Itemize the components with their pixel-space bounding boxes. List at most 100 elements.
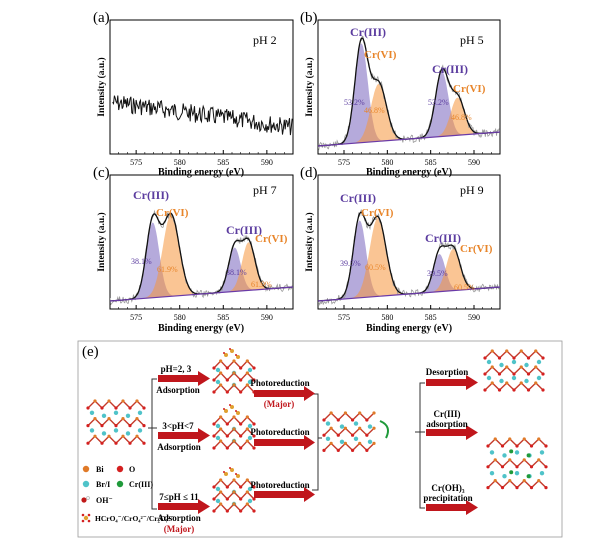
schematic-frame (77, 340, 563, 538)
panel-d-peak-4-label: Cr(VI) (460, 243, 493, 255)
atom (225, 366, 229, 370)
panel-b-frame (317, 19, 501, 155)
atom (225, 390, 229, 394)
arrow-row1-left (158, 375, 198, 382)
atom (219, 439, 223, 443)
atom (219, 478, 223, 482)
bio-layer (323, 412, 375, 421)
panel-d-xlabel: Binding energy (eV) (366, 323, 452, 334)
arrow-right-3-head (466, 500, 478, 515)
panel-c-percent-4: 61.9% (251, 280, 272, 289)
atom (365, 433, 369, 437)
panel-c-ylabel: Intensity (a.u.) (96, 212, 107, 271)
panel-d-ph: pH 9 (460, 183, 484, 197)
panel-c-frame (109, 174, 294, 310)
legend-oh-dot2 (86, 496, 90, 500)
arrow-row3-right (254, 491, 304, 498)
chromate-ion (224, 409, 228, 413)
legend-oh-dot1 (81, 497, 87, 503)
atom (219, 383, 223, 387)
atom (232, 359, 236, 363)
halide-ion (353, 421, 359, 426)
halide-ion (215, 423, 221, 429)
panel-b-peak-4-label: Cr(VI) (453, 83, 486, 95)
atom (544, 486, 548, 490)
atom (343, 426, 348, 430)
atom (232, 502, 236, 506)
green-curve-arrow (379, 420, 389, 439)
panel-d-ylabel: Intensity (a.u.) (304, 212, 315, 271)
atom (490, 349, 494, 353)
legend-oh: OH⁻ (96, 496, 113, 505)
atom (534, 349, 538, 353)
chromate-ion (230, 405, 234, 409)
crystal-structure (212, 467, 256, 513)
halide-ion (502, 474, 507, 479)
legend-o-dot (116, 465, 124, 473)
chromate-o (223, 408, 225, 410)
halide-ion (113, 428, 119, 433)
atom (500, 444, 505, 448)
atom (537, 437, 541, 441)
halide-ion (367, 439, 373, 444)
panel-a-frame (109, 19, 294, 155)
x-tick-label: 585 (425, 158, 437, 167)
atom (526, 356, 531, 360)
chromate-ion (224, 472, 228, 476)
arrow-right-3 (426, 504, 466, 511)
schematic-e: (e) (77, 340, 563, 538)
halide-ion (511, 359, 517, 365)
panel-d-percent-4: 60.5% (454, 283, 475, 292)
atom (86, 424, 90, 428)
halide-ion (539, 450, 545, 455)
atom (493, 437, 497, 441)
halide-ion (137, 428, 143, 433)
atom (336, 448, 340, 452)
row3-process: Adsorption (157, 513, 201, 523)
halide-ion (489, 471, 495, 476)
atom (358, 441, 362, 445)
atom (490, 381, 494, 385)
atom (219, 490, 223, 494)
right-cr3: Cr(III) (434, 409, 461, 419)
atom (343, 441, 348, 445)
halide-ion (499, 378, 504, 384)
legend: Bi O Br/I Cr(III) OH⁻ HCrO₄⁻/CrO₄²⁻/Cr₂O… (81, 465, 174, 523)
atom (519, 381, 523, 385)
panel-a-spectrum (112, 95, 293, 136)
panel-c-peak-3-label: Cr(III) (226, 223, 262, 237)
panel-d: (d) pH 9 575 580 585 590 Cr(III) Cr(VI) Cr(… (300, 165, 501, 334)
panel-d-peak-2-label: Cr(VI) (361, 207, 394, 219)
panel-c-peak-4-label: Cr(VI) (255, 233, 288, 245)
panel-c-ph: pH 7 (253, 183, 277, 197)
panel-b-peak-2-label: Cr(VI) (364, 49, 397, 61)
panel-d-frame (317, 174, 501, 310)
atom (212, 485, 216, 489)
atom (529, 486, 534, 490)
branch-lines (148, 378, 425, 510)
atom (526, 388, 531, 392)
atom (232, 383, 236, 387)
atom (114, 424, 118, 428)
atom (252, 509, 256, 513)
cr6-peak-1 (318, 218, 500, 301)
x-tick-label: 575 (338, 158, 350, 167)
atom (343, 411, 348, 415)
halide-ion (486, 375, 492, 381)
atom (225, 509, 229, 513)
halide-ion (367, 424, 373, 429)
row2-process: Adsorption (157, 442, 201, 452)
chromate-o (235, 354, 237, 356)
panel-d-peak-1-label: Cr(III) (340, 191, 376, 205)
halide-ion (247, 498, 253, 504)
halide-ion (215, 379, 221, 385)
halide-ion (325, 436, 331, 441)
atom (232, 371, 236, 375)
atom (508, 458, 512, 462)
atom (128, 424, 132, 428)
atom (372, 411, 376, 415)
legend-chromate-icon (81, 513, 91, 523)
atom (508, 437, 512, 441)
cr3-peak-1 (318, 43, 500, 146)
row1-process: Adsorption (156, 385, 200, 395)
